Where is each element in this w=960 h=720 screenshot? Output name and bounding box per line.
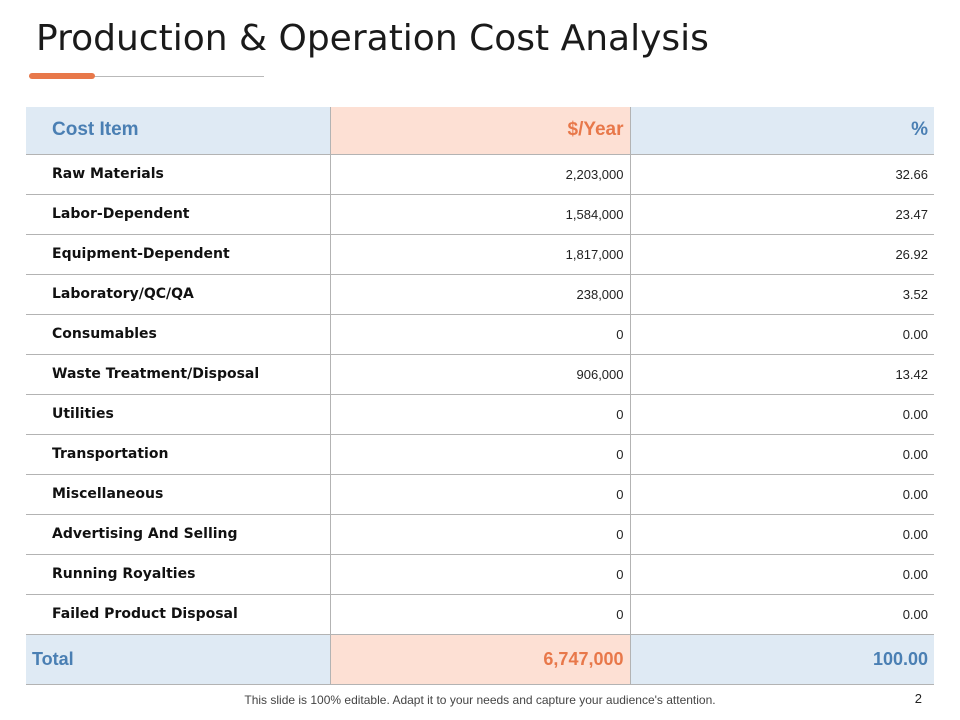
table-row: Equipment-Dependent 1,817,000 26.92: [26, 234, 934, 275]
table-row: Waste Treatment/Disposal 906,000 13.42: [26, 354, 934, 395]
header-dollars-per-year: $/Year: [329, 107, 630, 155]
dollars-per-year-cell: 0: [329, 434, 630, 475]
cost-table: Cost Item $/Year % Raw Materials 2,203,0…: [26, 107, 934, 685]
cost-item-cell: Utilities: [26, 394, 330, 435]
percent-cell: 26.92: [629, 234, 934, 275]
header-cost-item: Cost Item: [26, 107, 330, 155]
footer-note: This slide is 100% editable. Adapt it to…: [244, 693, 716, 707]
dollars-per-year-cell: 906,000: [329, 354, 630, 395]
cost-item-cell: Advertising And Selling: [26, 514, 330, 555]
table-total-row: Total 6,747,000 100.00: [26, 634, 934, 685]
cost-item-cell: Transportation: [26, 434, 330, 475]
title-divider: [29, 76, 264, 77]
total-percent: 100.00: [629, 634, 934, 685]
dollars-per-year-cell: 0: [329, 594, 630, 635]
dollars-per-year-cell: 0: [329, 394, 630, 435]
cost-item-cell: Raw Materials: [26, 154, 330, 195]
table-body: Raw Materials 2,203,000 32.66 Labor-Depe…: [26, 154, 934, 635]
cost-item-cell: Waste Treatment/Disposal: [26, 354, 330, 395]
dollars-per-year-cell: 0: [329, 514, 630, 555]
percent-cell: 13.42: [629, 354, 934, 395]
cost-item-cell: Running Royalties: [26, 554, 330, 595]
title-accent-bar: [29, 73, 95, 79]
table-row: Consumables 0 0.00: [26, 314, 934, 355]
header-percent: %: [629, 107, 934, 155]
table-header-row: Cost Item $/Year %: [26, 107, 934, 155]
percent-cell: 0.00: [629, 434, 934, 475]
percent-cell: 0.00: [629, 554, 934, 595]
table-row: Raw Materials 2,203,000 32.66: [26, 154, 934, 195]
table-row: Miscellaneous 0 0.00: [26, 474, 934, 515]
percent-cell: 23.47: [629, 194, 934, 235]
dollars-per-year-cell: 1,817,000: [329, 234, 630, 275]
dollars-per-year-cell: 0: [329, 474, 630, 515]
cost-item-cell: Consumables: [26, 314, 330, 355]
cost-item-cell: Laboratory/QC/QA: [26, 274, 330, 315]
cost-item-cell: Equipment-Dependent: [26, 234, 330, 275]
total-dollars-per-year: 6,747,000: [329, 634, 630, 685]
percent-cell: 0.00: [629, 594, 934, 635]
percent-cell: 0.00: [629, 474, 934, 515]
dollars-per-year-cell: 0: [329, 554, 630, 595]
table-row: Advertising And Selling 0 0.00: [26, 514, 934, 555]
table-row: Failed Product Disposal 0 0.00: [26, 594, 934, 635]
table-row: Transportation 0 0.00: [26, 434, 934, 475]
table-row: Utilities 0 0.00: [26, 394, 934, 435]
page-number: 2: [914, 691, 922, 706]
total-label: Total: [26, 634, 330, 685]
percent-cell: 0.00: [629, 514, 934, 555]
dollars-per-year-cell: 0: [329, 314, 630, 355]
cost-item-cell: Miscellaneous: [26, 474, 330, 515]
cost-item-cell: Labor-Dependent: [26, 194, 330, 235]
dollars-per-year-cell: 238,000: [329, 274, 630, 315]
table-row: Running Royalties 0 0.00: [26, 554, 934, 595]
table-row: Labor-Dependent 1,584,000 23.47: [26, 194, 934, 235]
dollars-per-year-cell: 1,584,000: [329, 194, 630, 235]
cost-item-cell: Failed Product Disposal: [26, 594, 330, 635]
table-row: Laboratory/QC/QA 238,000 3.52: [26, 274, 934, 315]
percent-cell: 0.00: [629, 394, 934, 435]
percent-cell: 0.00: [629, 314, 934, 355]
percent-cell: 3.52: [629, 274, 934, 315]
dollars-per-year-cell: 2,203,000: [329, 154, 630, 195]
percent-cell: 32.66: [629, 154, 934, 195]
page-title: Production & Operation Cost Analysis: [36, 18, 709, 59]
